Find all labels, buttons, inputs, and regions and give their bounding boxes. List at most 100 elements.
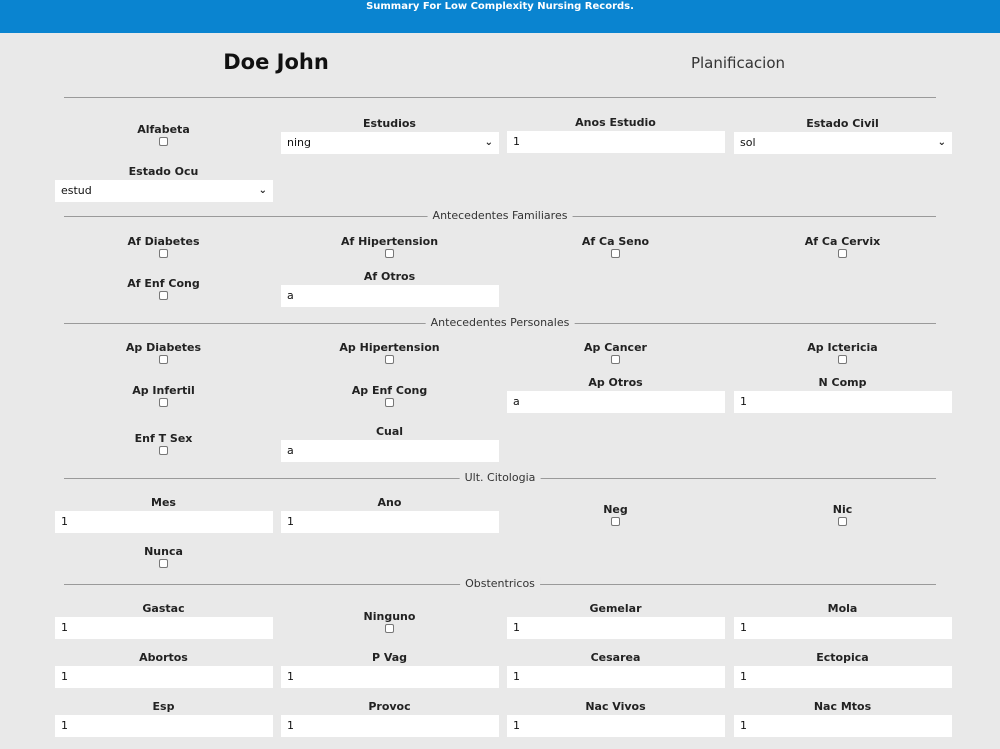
ninguno-field: Ninguno <box>281 610 498 633</box>
ap-enf-cong-field: Ap Enf Cong <box>281 384 498 407</box>
af-enf-cong-checkbox[interactable] <box>159 291 168 300</box>
ap-cancer-checkbox[interactable] <box>611 355 620 364</box>
af-diabetes-field: Af Diabetes <box>55 235 272 258</box>
section-divider-obstetricos: Obstentricos <box>64 577 936 591</box>
ectopica-label: Ectopica <box>816 651 869 664</box>
nac-mtos-field: Nac Mtos <box>734 700 951 714</box>
gemelar-label: Gemelar <box>589 602 642 615</box>
anos-estudio-label: Anos Estudio <box>575 116 656 129</box>
nac-vivos-field: Nac Vivos <box>507 700 724 714</box>
header-subtitle: Summary For Low Complexity Nursing Recor… <box>366 1 634 12</box>
esp-field: Esp <box>55 700 272 714</box>
mola-field: Mola <box>734 602 951 616</box>
mola-input[interactable]: 1 <box>734 617 952 639</box>
af-hipertension-label: Af Hipertension <box>340 235 439 248</box>
ap-otros-input[interactable]: a <box>507 391 725 413</box>
af-ca-cervix-checkbox[interactable] <box>838 249 847 258</box>
esp-input[interactable]: 1 <box>55 715 273 737</box>
cesarea-input[interactable]: 1 <box>507 666 725 688</box>
af-enf-cong-label: Af Enf Cong <box>127 277 200 290</box>
estudios-label: Estudios <box>363 117 416 130</box>
mes-field: Mes <box>55 496 272 510</box>
ap-hipertension-checkbox[interactable] <box>385 355 394 364</box>
section-title-obstetricos: Obstentricos <box>460 577 540 591</box>
abortos-input[interactable]: 1 <box>55 666 273 688</box>
ninguno-checkbox[interactable] <box>385 624 394 633</box>
af-otros-label: Af Otros <box>363 270 416 283</box>
ap-diabetes-field: Ap Diabetes <box>55 341 272 364</box>
af-diabetes-checkbox[interactable] <box>159 249 168 258</box>
nac-mtos-input[interactable]: 1 <box>734 715 952 737</box>
header-divider <box>64 97 936 98</box>
ap-otros-label: Ap Otros <box>588 376 643 389</box>
ap-diabetes-checkbox[interactable] <box>159 355 168 364</box>
provoc-field: Provoc <box>281 700 498 714</box>
af-ca-cervix-field: Af Ca Cervix <box>734 235 951 258</box>
section-title-personales: Antecedentes Personales <box>425 316 575 330</box>
neg-checkbox[interactable] <box>611 517 620 526</box>
af-hipertension-checkbox[interactable] <box>385 249 394 258</box>
ap-infertil-label: Ap Infertil <box>132 384 195 397</box>
gastac-label: Gastac <box>142 602 185 615</box>
cesarea-field: Cesarea <box>507 651 724 665</box>
af-otros-field: Af Otros <box>281 270 498 284</box>
ap-ictericia-field: Ap Ictericia <box>734 341 951 364</box>
abortos-field: Abortos <box>55 651 272 665</box>
anos-estudio-input[interactable]: 1 <box>507 131 725 153</box>
mes-input[interactable]: 1 <box>55 511 273 533</box>
cual-input[interactable]: a <box>281 440 499 462</box>
estudios-value: ning <box>287 136 311 149</box>
af-ca-cervix-label: Af Ca Cervix <box>804 235 881 248</box>
ap-infertil-field: Ap Infertil <box>55 384 272 407</box>
chevron-down-icon: ⌄ <box>258 185 267 196</box>
nic-label: Nic <box>832 503 853 516</box>
estudios-select[interactable]: ning ⌄ <box>281 132 499 154</box>
nic-checkbox[interactable] <box>838 517 847 526</box>
estado-civil-select[interactable]: sol ⌄ <box>734 132 952 154</box>
section-divider-personales: Antecedentes Personales <box>64 316 936 330</box>
anos-estudio-field: Anos Estudio <box>507 116 724 130</box>
ap-enf-cong-checkbox[interactable] <box>385 398 394 407</box>
chevron-down-icon: ⌄ <box>937 137 946 148</box>
cesarea-label: Cesarea <box>590 651 641 664</box>
neg-label: Neg <box>603 503 628 516</box>
n-comp-input[interactable]: 1 <box>734 391 952 413</box>
p-vag-input[interactable]: 1 <box>281 666 499 688</box>
ap-hipertension-label: Ap Hipertension <box>339 341 440 354</box>
gemelar-input[interactable]: 1 <box>507 617 725 639</box>
provoc-label: Provoc <box>368 700 411 713</box>
n-comp-field: N Comp <box>734 376 951 390</box>
section-divider-citologia: Ult. Citologia <box>64 471 936 485</box>
ap-ictericia-checkbox[interactable] <box>838 355 847 364</box>
estado-civil-field: Estado Civil <box>734 117 951 131</box>
alfabeta-label: Alfabeta <box>137 123 190 136</box>
ap-infertil-checkbox[interactable] <box>159 398 168 407</box>
nunca-checkbox[interactable] <box>159 559 168 568</box>
af-ca-seno-checkbox[interactable] <box>611 249 620 258</box>
estado-ocu-value: estud <box>61 184 92 197</box>
section-tab-planificacion[interactable]: Planificacion <box>690 54 786 72</box>
provoc-input[interactable]: 1 <box>281 715 499 737</box>
nac-mtos-label: Nac Mtos <box>813 700 872 713</box>
alfabeta-field: Alfabeta <box>55 123 272 146</box>
estudios-field: Estudios <box>281 117 498 131</box>
ap-ictericia-label: Ap Ictericia <box>807 341 878 354</box>
gastac-input[interactable]: 1 <box>55 617 273 639</box>
ectopica-input[interactable]: 1 <box>734 666 952 688</box>
gastac-field: Gastac <box>55 602 272 616</box>
ano-input[interactable]: 1 <box>281 511 499 533</box>
ap-diabetes-label: Ap Diabetes <box>125 341 202 354</box>
mola-label: Mola <box>827 602 858 615</box>
cual-field: Cual <box>281 425 498 439</box>
enf-t-sex-checkbox[interactable] <box>159 446 168 455</box>
estado-ocu-select[interactable]: estud ⌄ <box>55 180 273 202</box>
af-hipertension-field: Af Hipertension <box>281 235 498 258</box>
chevron-down-icon: ⌄ <box>484 137 493 148</box>
af-otros-input[interactable]: a <box>281 285 499 307</box>
esp-label: Esp <box>152 700 175 713</box>
section-divider-familiares: Antecedentes Familiares <box>64 209 936 223</box>
af-ca-seno-label: Af Ca Seno <box>581 235 650 248</box>
nac-vivos-input[interactable]: 1 <box>507 715 725 737</box>
alfabeta-checkbox[interactable] <box>159 137 168 146</box>
enf-t-sex-field: Enf T Sex <box>55 432 272 455</box>
